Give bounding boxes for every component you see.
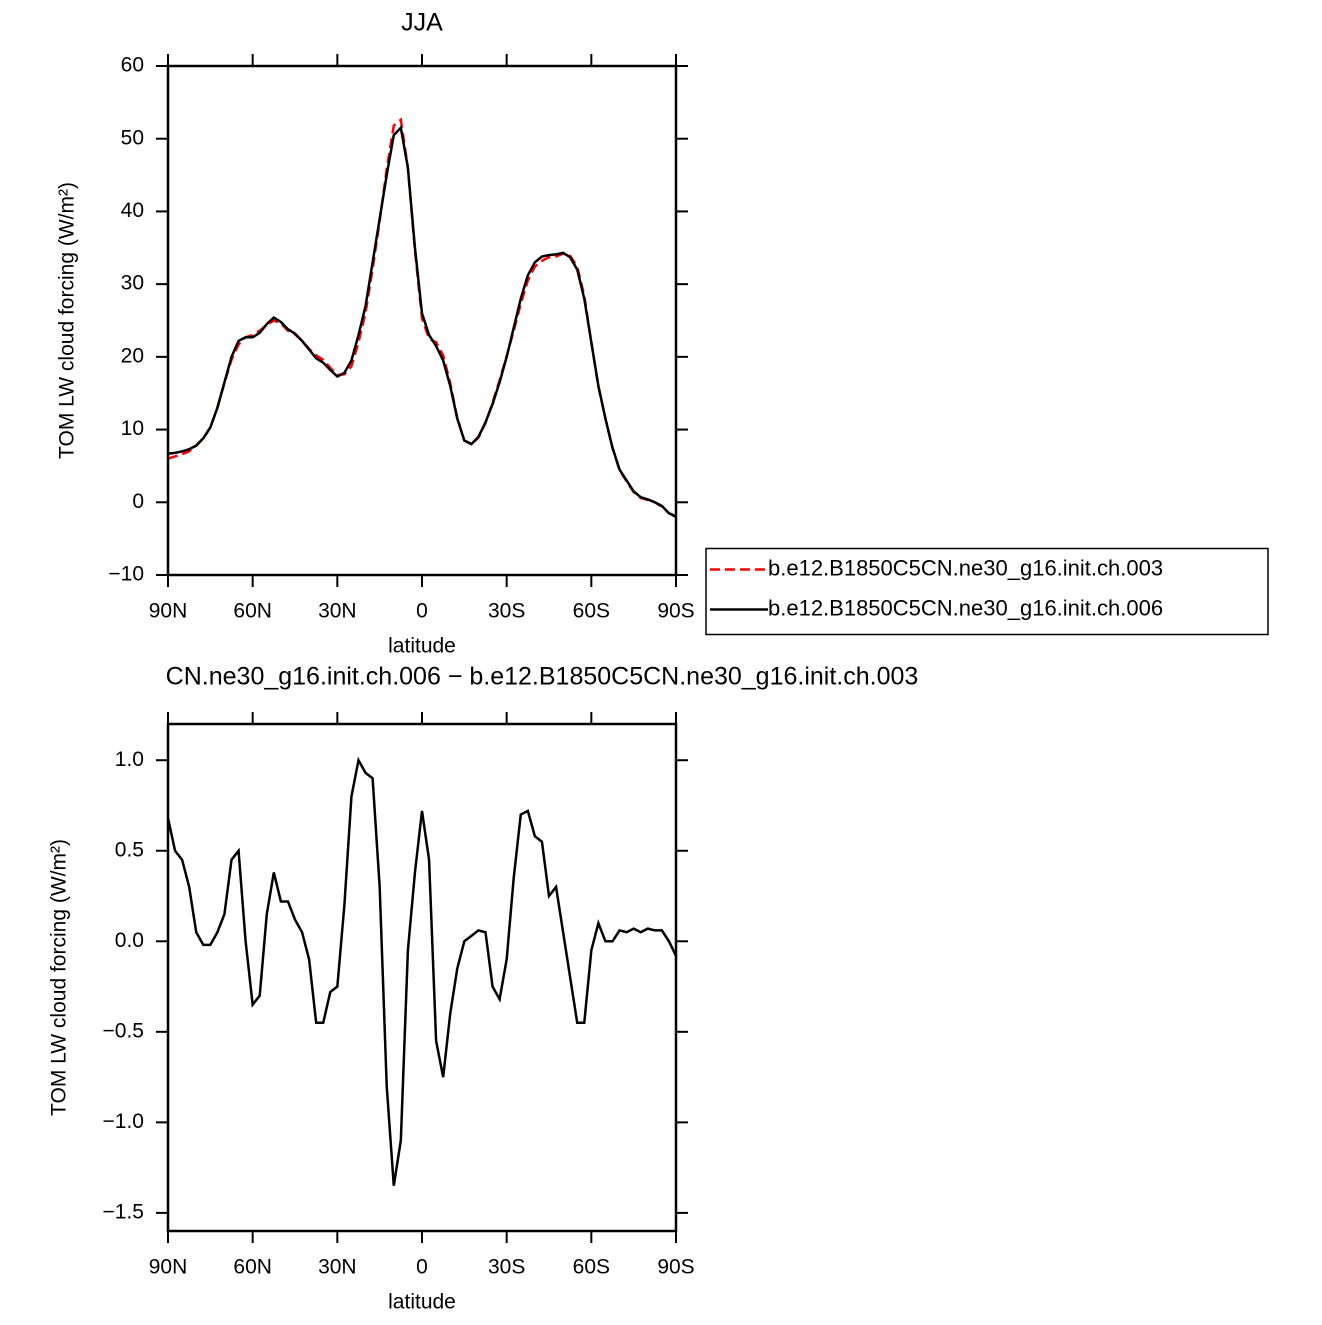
x-tick-label: 60N (233, 1256, 272, 1279)
y-tick-label: 1.0 (115, 748, 144, 771)
data-line (168, 756, 676, 1186)
x-tick-label: 30N (318, 1256, 357, 1279)
y-axis-label: TOM LW cloud forcing (W/m²) (48, 839, 71, 1116)
x-tick-label: 60S (573, 600, 610, 623)
y-tick-label: −0.5 (103, 1019, 144, 1042)
x-tick-label: 60S (573, 1256, 610, 1279)
y-tick-label: 10 (121, 417, 144, 440)
x-tick-label: 30S (488, 600, 525, 623)
y-tick-label: 40 (121, 199, 144, 222)
x-tick-label: 0 (416, 1256, 428, 1279)
y-tick-label: −1.5 (103, 1200, 144, 1223)
y-tick-label: −1.0 (103, 1110, 144, 1133)
x-tick-label: 0 (416, 600, 428, 623)
x-tick-label: 90S (657, 1256, 694, 1279)
y-axis-label: TOM LW cloud forcing (W/m²) (56, 182, 79, 459)
data-line (168, 117, 676, 518)
x-tick-label: 90N (149, 600, 188, 623)
y-tick-label: 0.0 (115, 929, 144, 952)
x-tick-label: 60N (233, 600, 272, 623)
x-axis-label: latitude (388, 1291, 456, 1314)
y-tick-label: 0 (132, 490, 144, 513)
y-tick-label: 0.5 (115, 838, 144, 861)
x-tick-label: 30S (488, 1256, 525, 1279)
y-tick-label: 20 (121, 344, 144, 367)
y-tick-label: 60 (121, 54, 144, 77)
legend-text: b.e12.B1850C5CN.ne30_g16.init.ch.003 (768, 555, 1163, 580)
y-tick-label: −10 (108, 563, 144, 586)
y-tick-label: 30 (121, 272, 144, 295)
x-tick-label: 90S (657, 600, 694, 623)
x-tick-label: 90N (149, 1256, 188, 1279)
chart-title: JJA (401, 9, 443, 37)
plot-frame (166, 64, 678, 577)
y-tick-label: 50 (121, 126, 144, 149)
x-axis-label: latitude (388, 635, 456, 658)
x-tick-label: 30N (318, 600, 357, 623)
legend-box (705, 547, 1269, 636)
plot-frame (166, 722, 678, 1233)
data-line (168, 125, 676, 518)
chart-title: CN.ne30_g16.init.ch.006 − b.e12.B1850C5C… (166, 663, 919, 691)
legend-text: b.e12.B1850C5CN.ne30_g16.init.ch.006 (768, 595, 1163, 620)
